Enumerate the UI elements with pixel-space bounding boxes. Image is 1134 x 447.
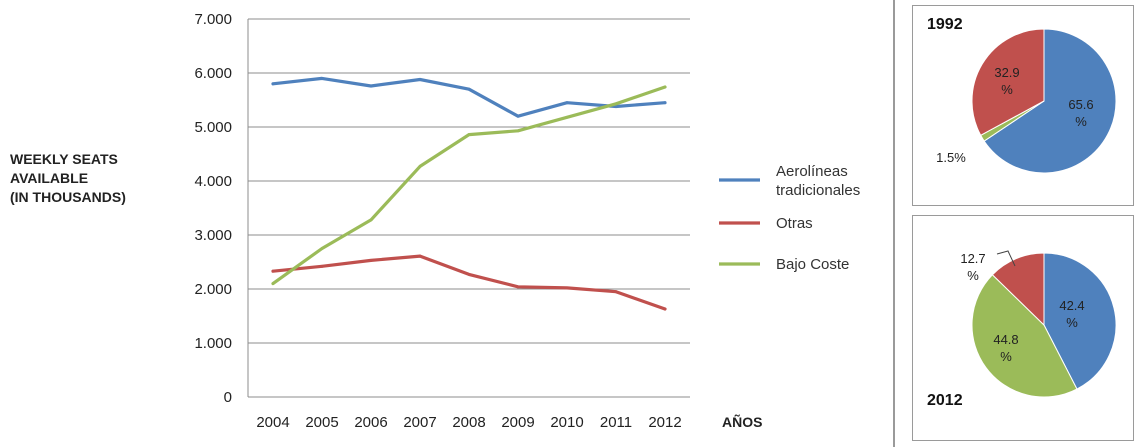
series-1-point-0	[271, 269, 275, 273]
line-chart: 0 1.000 2.000 3.000 4.000 5.000 6.000 7.000 2004…	[194, 11, 860, 431]
pie-2012-label-1-1: %	[1000, 349, 1012, 364]
pie-2012-label-2-1: %	[967, 268, 979, 283]
y-tick-label-6: 6.000	[194, 65, 232, 82]
series-1-point-2	[369, 258, 373, 262]
series-2-point-3	[418, 165, 422, 168]
series-0-point-3	[418, 78, 422, 81]
series-0-point-6	[565, 101, 569, 105]
series-0-point-8	[663, 101, 667, 105]
pie-chart-2012: 42.4% 44.8% 12.7%	[960, 250, 1117, 398]
y-axis-label-line-2: AVAILABLE	[10, 170, 89, 186]
pie-panel-2012: 42.4% 44.8% 12.7% 2012	[912, 215, 1134, 441]
x-tick-label-8: 2012	[648, 414, 681, 431]
y-axis-label-line-3: (IN THOUSANDS)	[10, 189, 126, 205]
pie-2012-slice-0	[1043, 252, 1117, 390]
x-tick-label-4: 2008	[452, 414, 485, 431]
pie-title-1992: 1992	[927, 16, 963, 33]
x-tick-label-1: 2005	[305, 414, 338, 431]
panel-divider	[893, 0, 895, 447]
pie-1992-label-2-1: %	[1001, 82, 1013, 97]
x-axis-title: AÑOS	[722, 413, 762, 430]
series-2-point-5	[516, 129, 520, 133]
x-tick-label-7: 2011	[600, 414, 632, 431]
series-0-point-4	[467, 87, 471, 91]
y-tick-label-0: 0	[224, 389, 232, 406]
series-1-point-5	[516, 285, 520, 289]
pie-2012-label-0-1: %	[1066, 315, 1078, 330]
series-2-point-0	[271, 282, 275, 285]
y-tick-label-3: 3.000	[194, 227, 232, 244]
series-0-point-5	[516, 114, 520, 118]
y-tick-label-4: 4.000	[194, 173, 232, 190]
legend-label-0-0: Aerolíneas	[776, 163, 848, 180]
x-tick-label-5: 2009	[501, 414, 534, 431]
series-0-point-1	[320, 77, 324, 80]
pie-1992-label-0-0: 65.6	[1068, 97, 1093, 112]
series-0-point-0	[271, 82, 275, 86]
pie-2012-slice-2	[991, 252, 1045, 327]
pie-2012-label-1-0: 44.8	[993, 332, 1018, 347]
legend-label-0-1: tradicionales	[776, 182, 860, 199]
pie-2012-leader-line	[996, 250, 1016, 267]
series-2-point-1	[320, 247, 324, 250]
series-1-point-7	[614, 290, 618, 294]
series-2-point-4	[467, 133, 471, 136]
pie-title-2012: 2012	[927, 392, 963, 409]
pie-1992-label-2-0: 32.9	[994, 65, 1019, 80]
series-line-1	[271, 254, 667, 311]
series-2-point-8	[663, 85, 667, 89]
legend-label-1-0: Otras	[776, 215, 813, 232]
series-1-point-6	[565, 286, 569, 290]
series-line-0	[271, 76, 667, 118]
series-1-point-3	[418, 254, 422, 258]
y-tick-label-2: 2.000	[194, 281, 232, 298]
pie-2012-slice-1	[971, 274, 1078, 398]
pie-panel-1992: 65.6% 1.5% 32.9% 1992	[912, 5, 1134, 206]
series-0-point-2	[369, 84, 373, 88]
series-1-point-8	[663, 307, 667, 311]
y-tick-label-1: 1.000	[194, 335, 232, 352]
x-tick-label-3: 2007	[403, 414, 436, 431]
series-0-point-7	[614, 105, 618, 108]
y-axis-label: WEEKLY SEATS AVAILABLE (IN THOUSANDS)	[10, 150, 190, 207]
legend-label-2-0: Bajo Coste	[776, 256, 849, 273]
pie-2012-label-2-0: 12.7	[960, 251, 985, 266]
pie-1992-slice-2	[971, 28, 1045, 136]
series-2-point-6	[565, 115, 569, 119]
y-tick-label-5: 5.000	[194, 119, 232, 136]
series-line-2	[271, 85, 667, 286]
pie-2012-label-0-0: 42.4	[1059, 298, 1084, 313]
series-1-point-1	[320, 264, 324, 268]
x-tick-label-2: 2006	[354, 414, 387, 431]
series-2-point-2	[369, 218, 373, 222]
y-axis-label-line-1: WEEKLY SEATS	[10, 151, 118, 167]
pie-1992-label-1-0: 1.5%	[936, 150, 966, 165]
pie-1992-label-0-1: %	[1075, 114, 1087, 129]
pie-chart-1992: 65.6% 1.5% 32.9%	[936, 28, 1117, 174]
series-2-point-7	[614, 102, 618, 106]
series-1-point-4	[467, 273, 471, 276]
pie-1992-slice-0	[983, 28, 1117, 174]
x-tick-label-0: 2004	[256, 414, 289, 431]
y-tick-label-7: 7.000	[194, 11, 232, 28]
x-tick-label-6: 2010	[550, 414, 583, 431]
